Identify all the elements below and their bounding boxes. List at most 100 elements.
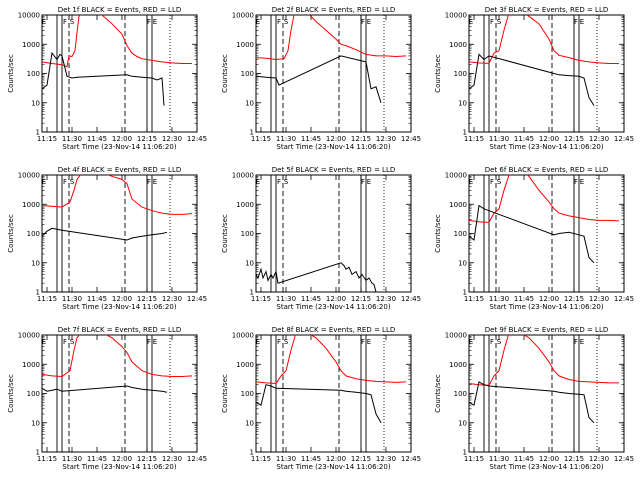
event-marker-e: E xyxy=(580,18,584,26)
y-tick-label: 100 xyxy=(454,230,467,238)
event-marker-f: F xyxy=(361,178,365,186)
event-marker-e: E xyxy=(469,18,473,26)
x-tick-label: 12:15 xyxy=(564,135,584,143)
x-tick-label: 12:45 xyxy=(401,295,421,303)
event-marker-e: E xyxy=(153,18,157,26)
y-tick-label: 10000 xyxy=(445,172,467,180)
y-tick-label: 10 xyxy=(31,419,40,427)
y-tick-label: 100 xyxy=(241,230,254,238)
y-tick-label: 10 xyxy=(458,419,467,427)
x-tick-label: 11:15 xyxy=(37,455,57,463)
x-tick-label: 11:45 xyxy=(87,455,107,463)
event-marker-e: E xyxy=(42,338,46,346)
x-tick-label: 11:15 xyxy=(464,455,484,463)
event-marker-f: F xyxy=(277,18,281,26)
x-tick-label: 11:45 xyxy=(301,135,321,143)
event-marker-s: S xyxy=(284,338,289,346)
y-tick-label: 10 xyxy=(458,99,467,107)
x-axis-label: Start Time (23-Nov-14 11:06:20) xyxy=(62,303,176,311)
y-tick-label: 1 xyxy=(250,289,254,297)
y-tick-label: 10000 xyxy=(18,172,40,180)
plot-frame xyxy=(468,334,625,453)
x-axis-label: Start Time (23-Nov-14 11:06:20) xyxy=(276,143,390,151)
event-marker-e: E xyxy=(256,178,260,186)
x-tick-label: 11:30 xyxy=(276,455,296,463)
event-marker-f: F xyxy=(361,338,365,346)
x-tick-label: 12:45 xyxy=(187,455,207,463)
event-marker-e: E xyxy=(580,338,584,346)
y-tick-label: 100 xyxy=(241,70,254,78)
panel-title: Det 4f BLACK = Events, RED = LLD xyxy=(58,166,181,174)
event-marker-e: E xyxy=(153,178,157,186)
x-tick-label: 12:15 xyxy=(351,135,371,143)
event-marker-e: E xyxy=(42,18,46,26)
y-axis-label: Counts/sec xyxy=(7,374,15,413)
series-line-black xyxy=(256,55,382,103)
y-tick-label: 10000 xyxy=(232,332,254,340)
y-tick-label: 1000 xyxy=(236,201,254,209)
x-tick-label: 11:30 xyxy=(276,135,296,143)
event-marker-e: E xyxy=(153,338,157,346)
y-tick-label: 10 xyxy=(31,99,40,107)
y-tick-label: 1000 xyxy=(236,41,254,49)
y-tick-label: 1000 xyxy=(449,201,467,209)
event-marker-f: F xyxy=(277,178,281,186)
x-axis-label: Start Time (23-Nov-14 11:06:20) xyxy=(62,143,176,151)
x-tick-label: 12:00 xyxy=(539,455,559,463)
event-marker-f: F xyxy=(574,18,578,26)
y-tick-label: 100 xyxy=(241,390,254,398)
y-tick-label: 1000 xyxy=(22,361,40,369)
x-tick-label: 12:45 xyxy=(187,135,207,143)
x-tick-label: 11:30 xyxy=(489,455,509,463)
x-tick-label: 12:45 xyxy=(614,295,634,303)
event-marker-e: E xyxy=(469,178,473,186)
x-tick-label: 12:45 xyxy=(401,455,421,463)
series-line-black xyxy=(42,385,168,393)
panel-title: Det 7f BLACK = Events, RED = LLD xyxy=(58,326,181,334)
y-axis-label: Counts/sec xyxy=(434,214,442,253)
y-tick-label: 1000 xyxy=(22,41,40,49)
x-tick-label: 11:45 xyxy=(514,135,534,143)
x-tick-label: 11:30 xyxy=(276,295,296,303)
x-tick-label: 12:00 xyxy=(326,455,346,463)
event-marker-s: S xyxy=(497,338,502,346)
x-tick-label: 11:45 xyxy=(514,295,534,303)
x-tick-label: 11:30 xyxy=(62,295,82,303)
series-line-red xyxy=(256,15,407,61)
event-marker-e: E xyxy=(580,178,584,186)
x-tick-label: 12:45 xyxy=(401,135,421,143)
x-axis-label: Start Time (23-Nov-14 11:06:20) xyxy=(276,463,390,471)
event-marker-f: F xyxy=(490,178,494,186)
series-line-red xyxy=(469,15,619,65)
x-tick-label: 11:15 xyxy=(251,455,271,463)
event-marker-e: E xyxy=(367,338,371,346)
y-tick-label: 10 xyxy=(31,259,40,267)
y-axis-label: Counts/sec xyxy=(221,54,229,93)
event-marker-f: F xyxy=(63,18,67,26)
y-tick-label: 1 xyxy=(463,129,467,137)
x-tick-label: 11:30 xyxy=(62,135,82,143)
x-tick-label: 12:15 xyxy=(137,135,157,143)
event-marker-f: F xyxy=(490,338,494,346)
y-axis-label: Counts/sec xyxy=(221,214,229,253)
event-marker-e: E xyxy=(367,18,371,26)
event-marker-s: S xyxy=(284,178,289,186)
panel-title: Det 9f BLACK = Events, RED = LLD xyxy=(485,326,608,334)
series-line-black xyxy=(256,384,382,424)
x-tick-label: 11:45 xyxy=(301,295,321,303)
y-tick-label: 10000 xyxy=(18,332,40,340)
x-tick-label: 12:00 xyxy=(539,135,559,143)
panel-title: Det 3f BLACK = Events, RED = LLD xyxy=(485,6,608,14)
y-tick-label: 100 xyxy=(454,70,467,78)
x-tick-label: 11:15 xyxy=(251,295,271,303)
series-line-black xyxy=(256,262,377,292)
y-axis-label: Counts/sec xyxy=(7,214,15,253)
y-axis-label: Counts/sec xyxy=(434,374,442,413)
